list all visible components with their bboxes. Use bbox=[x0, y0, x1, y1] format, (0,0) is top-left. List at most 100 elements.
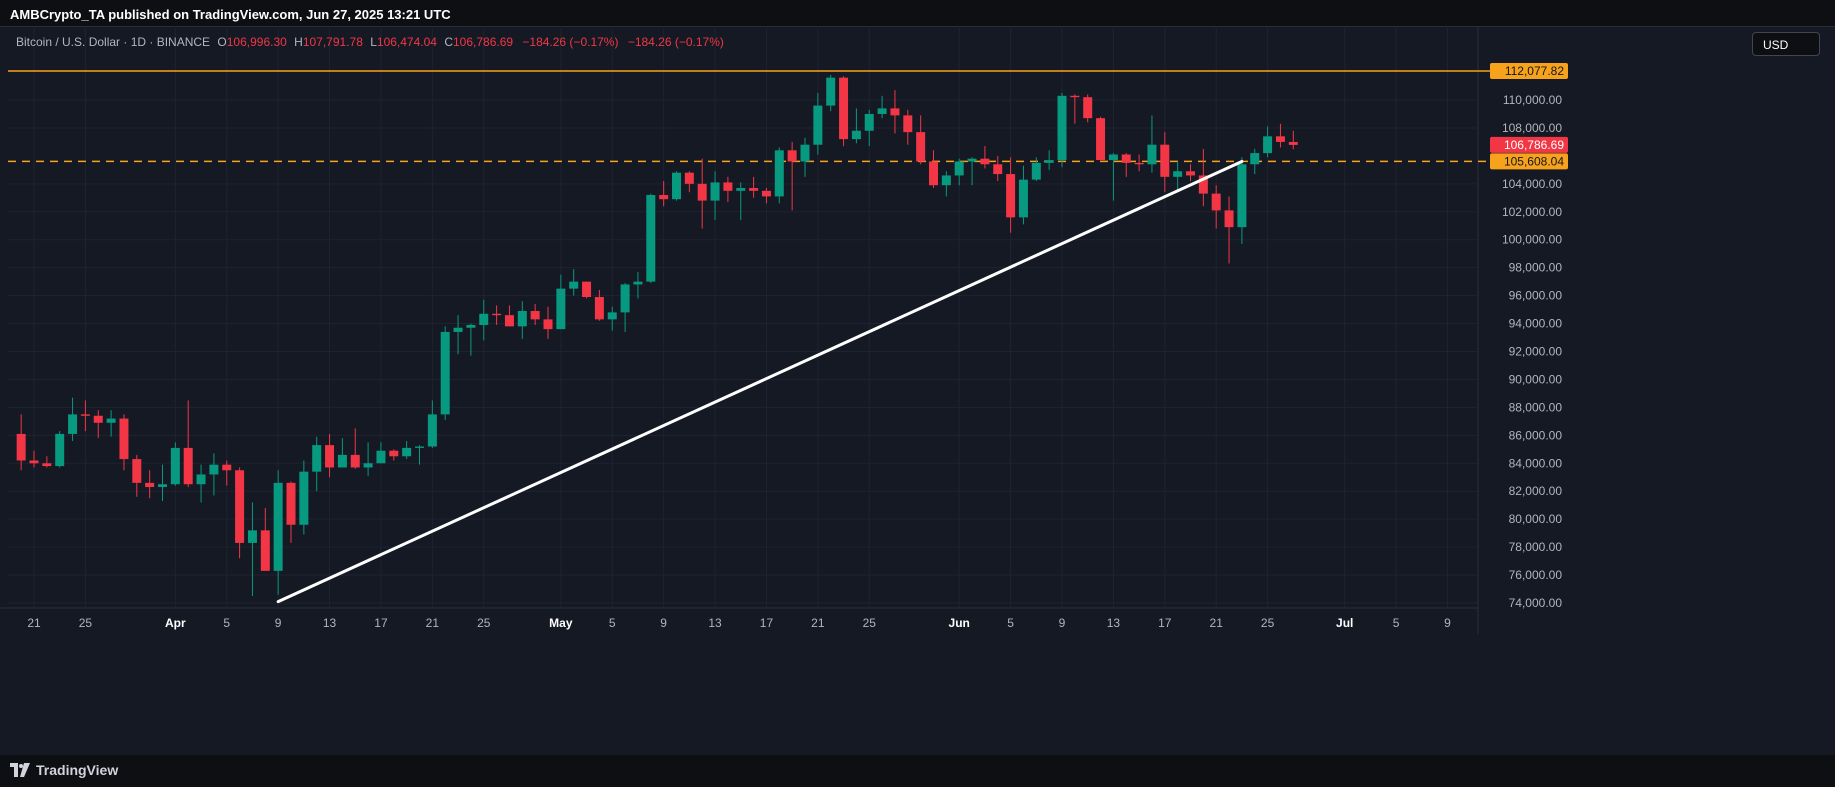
candle[interactable] bbox=[800, 137, 810, 177]
price-chart[interactable]: 74,000.00 76,000.00 78,000.00 80,000.00 82,0… bbox=[0, 26, 1835, 755]
candle[interactable] bbox=[93, 410, 103, 439]
candle[interactable] bbox=[427, 400, 437, 448]
candle[interactable] bbox=[517, 301, 527, 339]
candle[interactable] bbox=[1224, 196, 1234, 264]
candle[interactable] bbox=[1083, 94, 1093, 123]
tradingview-logo[interactable]: TradingView bbox=[10, 762, 118, 778]
candle[interactable] bbox=[890, 90, 900, 134]
candle[interactable] bbox=[1134, 154, 1144, 172]
candle[interactable] bbox=[376, 442, 386, 464]
candle[interactable] bbox=[119, 414, 129, 471]
candle[interactable] bbox=[479, 299, 489, 341]
candle[interactable] bbox=[1147, 115, 1157, 173]
candle[interactable] bbox=[389, 449, 399, 461]
candle[interactable] bbox=[80, 400, 90, 432]
candle[interactable] bbox=[582, 281, 592, 299]
candle[interactable] bbox=[1006, 157, 1016, 233]
candle[interactable] bbox=[68, 397, 78, 441]
candle[interactable] bbox=[723, 176, 733, 202]
candle[interactable] bbox=[530, 303, 540, 325]
candle[interactable] bbox=[1211, 185, 1221, 229]
candle[interactable] bbox=[337, 438, 347, 468]
candle[interactable] bbox=[607, 306, 617, 331]
candle[interactable] bbox=[158, 464, 167, 502]
candle[interactable] bbox=[402, 440, 412, 460]
candle[interactable] bbox=[646, 193, 656, 284]
candle[interactable] bbox=[929, 150, 938, 189]
candle[interactable] bbox=[697, 158, 707, 229]
candle[interactable] bbox=[1031, 157, 1041, 182]
candle[interactable] bbox=[941, 171, 951, 197]
candle[interactable] bbox=[967, 157, 977, 186]
candle[interactable] bbox=[453, 315, 463, 355]
candle[interactable] bbox=[29, 450, 39, 468]
candle[interactable] bbox=[954, 158, 964, 186]
candle[interactable] bbox=[813, 93, 823, 155]
candle[interactable] bbox=[672, 171, 681, 201]
candle[interactable] bbox=[749, 176, 759, 198]
candle[interactable] bbox=[1070, 94, 1080, 124]
candle[interactable] bbox=[569, 269, 579, 296]
candle[interactable] bbox=[633, 271, 643, 299]
candle[interactable] bbox=[1018, 165, 1028, 225]
candle[interactable] bbox=[787, 141, 797, 211]
candle[interactable] bbox=[903, 109, 913, 145]
candle[interactable] bbox=[736, 182, 746, 221]
candle[interactable] bbox=[594, 290, 604, 321]
candle[interactable] bbox=[273, 470, 283, 595]
candle[interactable] bbox=[325, 433, 335, 478]
candle[interactable] bbox=[620, 283, 630, 332]
candle[interactable] bbox=[980, 146, 990, 169]
candle[interactable] bbox=[183, 400, 193, 488]
candle[interactable] bbox=[1108, 153, 1118, 201]
candle[interactable] bbox=[761, 188, 771, 204]
candle[interactable] bbox=[684, 171, 694, 193]
candle[interactable] bbox=[350, 428, 360, 469]
candle[interactable] bbox=[42, 456, 52, 468]
candle[interactable] bbox=[145, 470, 155, 499]
candle[interactable] bbox=[916, 115, 926, 165]
candle[interactable] bbox=[492, 305, 502, 325]
candle[interactable] bbox=[247, 502, 257, 597]
price-axis[interactable]: 74,000.00 76,000.00 78,000.00 80,000.00 82,0… bbox=[1502, 93, 1562, 610]
candle[interactable] bbox=[774, 147, 784, 204]
candle[interactable] bbox=[299, 460, 309, 535]
candle[interactable] bbox=[209, 453, 219, 496]
candle[interactable] bbox=[1250, 148, 1260, 175]
candle[interactable] bbox=[543, 306, 553, 339]
candle[interactable] bbox=[440, 326, 450, 420]
candle[interactable] bbox=[1057, 93, 1067, 168]
candle[interactable] bbox=[312, 436, 322, 492]
candle[interactable] bbox=[466, 323, 476, 356]
candle[interactable] bbox=[864, 109, 874, 147]
currency-button[interactable]: USD bbox=[1752, 32, 1820, 56]
candle[interactable] bbox=[286, 481, 296, 543]
candle[interactable] bbox=[196, 464, 206, 503]
time-axis[interactable]: 21 25 Apr 5 9 13 17 21 25 May 5 9 13 17 21 25 Jun 5 9 13 17 2… bbox=[27, 616, 1451, 630]
candle[interactable] bbox=[222, 460, 232, 486]
symbol-name[interactable]: Bitcoin / U.S. Dollar · 1D · BINANCE bbox=[16, 35, 211, 49]
candle[interactable] bbox=[1275, 123, 1285, 148]
candle[interactable] bbox=[1096, 116, 1106, 161]
candle[interactable] bbox=[363, 442, 373, 476]
candle[interactable] bbox=[556, 274, 566, 330]
candle[interactable] bbox=[826, 74, 836, 112]
candle[interactable] bbox=[1173, 161, 1183, 191]
candle[interactable] bbox=[1263, 126, 1273, 158]
candle[interactable] bbox=[851, 108, 861, 144]
candle[interactable] bbox=[1044, 150, 1054, 170]
candle[interactable] bbox=[16, 414, 26, 471]
candle[interactable] bbox=[1160, 132, 1170, 193]
candle[interactable] bbox=[1288, 130, 1298, 150]
candle[interactable] bbox=[877, 95, 887, 119]
candle[interactable] bbox=[415, 445, 424, 465]
candle[interactable] bbox=[260, 507, 270, 571]
candle[interactable] bbox=[1186, 164, 1195, 182]
candle[interactable] bbox=[839, 76, 849, 147]
candle[interactable] bbox=[235, 467, 245, 559]
candle[interactable] bbox=[993, 155, 1003, 182]
trendline[interactable] bbox=[276, 159, 1244, 604]
candle[interactable] bbox=[106, 410, 116, 437]
candle[interactable] bbox=[1237, 157, 1247, 244]
candle[interactable] bbox=[170, 442, 180, 486]
